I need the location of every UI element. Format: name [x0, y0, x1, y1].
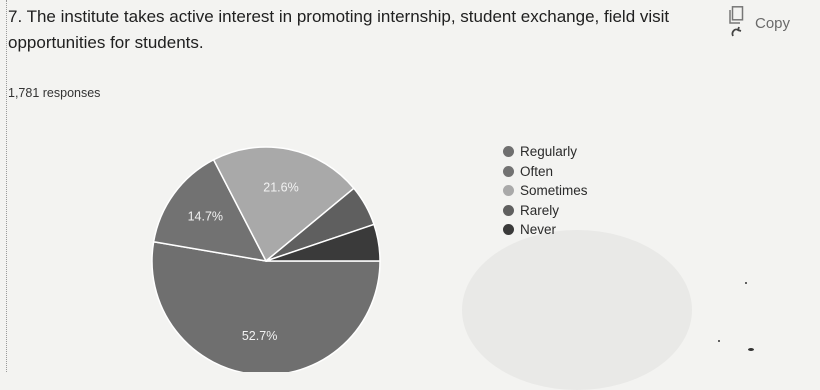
legend-swatch — [503, 204, 514, 216]
legend-item-sometimes[interactable]: Sometimes — [503, 181, 588, 201]
pie-slice-often[interactable] — [152, 158, 268, 262]
question-title: 7. The institute takes active interest i… — [8, 7, 670, 52]
legend-label: Rarely — [520, 202, 560, 218]
legend-label: Regularly — [520, 144, 578, 160]
legend-item-often[interactable]: Often — [503, 162, 588, 182]
legend-item-never[interactable]: Never — [503, 220, 588, 240]
copy-button[interactable]: Copy — [727, 6, 790, 40]
bleed-through-shape — [462, 230, 692, 390]
pie-chart: 52.7% 14.7% 21.6% — [151, 146, 381, 372]
scan-speck — [748, 348, 754, 351]
slice-label-sometimes: 21.6% — [263, 180, 298, 194]
copy-label: Copy — [755, 14, 791, 32]
legend-label: Often — [520, 163, 554, 179]
response-summary-card: 7. The institute takes active interest i… — [6, 0, 791, 372]
legend-item-rarely[interactable]: Rarely — [503, 201, 588, 221]
response-count: 1,781 responses — [8, 86, 101, 100]
copy-icon — [729, 6, 744, 37]
pie-slice-sometimes[interactable] — [212, 146, 355, 263]
legend-label: Sometimes — [520, 183, 588, 199]
slice-label-regularly: 52.7% — [242, 329, 277, 343]
legend-swatch — [503, 185, 514, 197]
pie-slice-never[interactable] — [265, 223, 381, 262]
slice-label-often: 14.7% — [188, 210, 223, 224]
card-border — [6, 0, 7, 372]
scan-speck — [745, 282, 747, 284]
legend-swatch — [503, 224, 514, 236]
legend-swatch — [503, 146, 514, 158]
legend-item-regularly[interactable]: Regularly — [503, 142, 588, 162]
legend-swatch — [503, 165, 514, 177]
legend-label: Never — [520, 222, 557, 238]
scan-speck — [718, 340, 720, 342]
pie-slice-regularly[interactable] — [151, 240, 381, 372]
chart-legend: Regularly Often Sometimes Rarely Never — [503, 142, 588, 240]
